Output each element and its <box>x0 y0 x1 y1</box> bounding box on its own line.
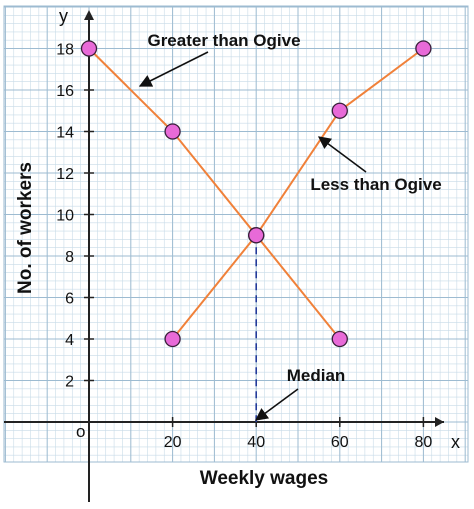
less-ogive-point <box>164 330 181 348</box>
x-tick-label: 80 <box>415 434 433 451</box>
origin-label: o <box>76 422 85 441</box>
labels: Weekly wages No. of workers x y o Greate… <box>15 6 460 489</box>
greater-ogive-point <box>80 40 98 57</box>
y-tick-label: 6 <box>65 291 74 308</box>
y-tick-label: 10 <box>56 208 74 225</box>
less-ogive-point <box>248 227 265 244</box>
x-axis-title: Weekly wages <box>200 468 329 489</box>
x-tick-label: 40 <box>247 434 265 451</box>
y-tick-label: 8 <box>65 249 74 266</box>
y-axis-title: No. of workers <box>15 162 36 294</box>
x-axis-letter: x <box>451 432 460 452</box>
less-ogive-line <box>171 47 424 340</box>
less-ogive-label: Less than Ogive <box>310 175 441 194</box>
greater-ogive-arrow <box>138 51 209 87</box>
greater-ogive-line <box>88 47 341 340</box>
grid <box>3 5 469 463</box>
y-tick-label: 12 <box>56 166 74 183</box>
less-ogive-point <box>331 102 348 119</box>
y-axis-letter: y <box>59 6 68 26</box>
y-tick-label: 4 <box>65 332 74 349</box>
greater-ogive-label: Greater than Ogive <box>147 31 300 50</box>
axes: 2 4 6 8 10 12 14 16 18 20 40 60 80 <box>4 10 444 502</box>
median-arrow <box>254 388 299 421</box>
y-tick-label: 2 <box>65 374 74 391</box>
greater-ogive-point <box>164 123 181 140</box>
x-axis-arrow <box>435 417 444 427</box>
plot-border <box>3 5 469 463</box>
series-layer <box>80 40 432 422</box>
y-tick-label: 14 <box>56 125 74 142</box>
greater-ogive-point <box>331 330 348 348</box>
x-tick-label: 20 <box>164 434 182 451</box>
y-axis-arrow <box>84 10 94 20</box>
median-label: Median <box>287 366 346 385</box>
y-tick-label: 18 <box>56 42 74 59</box>
x-tick-label: 60 <box>331 434 349 451</box>
less-ogive-point <box>415 40 432 57</box>
y-tick-label: 16 <box>56 83 74 100</box>
less-ogive-arrow <box>317 136 367 173</box>
